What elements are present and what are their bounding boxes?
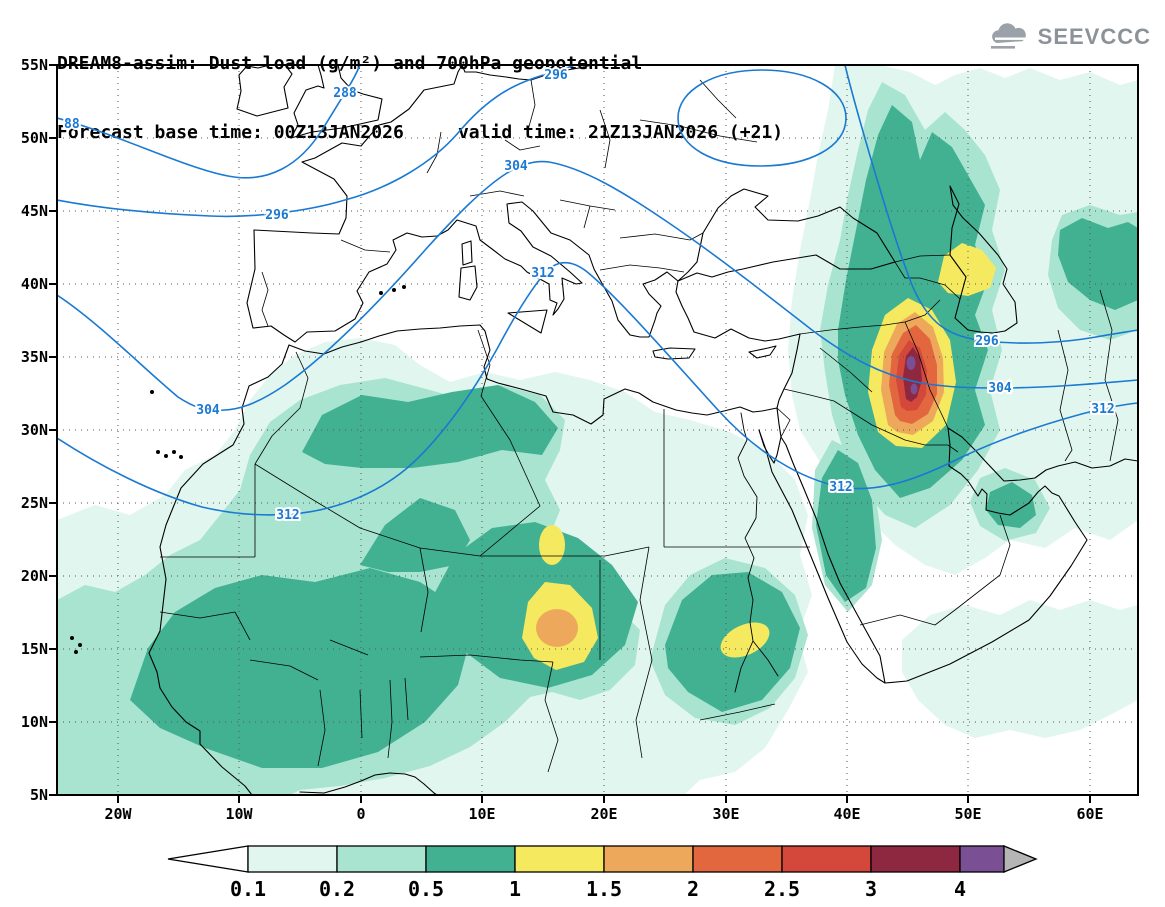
colorbar-segment (336, 845, 427, 873)
contour-label: 296 (265, 208, 289, 223)
lon-tick-label: 50E (954, 805, 981, 823)
lon-tick-label: 20W (104, 805, 132, 823)
contour-label-layer: 88 288 296 296 304 312 304 312 296 304 3… (62, 66, 1117, 525)
lat-tick-label: 20N (21, 567, 48, 585)
lat-tick-label: 15N (21, 640, 48, 658)
contour-304 (57, 160, 1138, 412)
colorbar-under-arrow (167, 845, 249, 873)
lat-tick-label: 30N (21, 421, 48, 439)
coastline-layer (70, 65, 1138, 795)
contour-closed-low (677, 69, 847, 167)
contour-label: 304 (504, 159, 528, 174)
lat-tick-label: 45N (21, 202, 48, 220)
country-borders-africa (159, 329, 810, 773)
colorbar-segment (247, 845, 338, 873)
colorbar-tick-label: 0.1 (230, 877, 266, 901)
lat-tick-label: 25N (21, 494, 48, 512)
contour-label: 312 (531, 266, 554, 281)
contour-label: 312 (276, 508, 299, 523)
contour-296-west (57, 65, 576, 218)
contour-label: 296 (975, 334, 999, 349)
country-borders-europe (261, 79, 758, 327)
colorbar-over-segment (959, 845, 1005, 873)
lon-tick-label: 40E (833, 805, 860, 823)
country-borders-middle-east (776, 254, 1119, 626)
lon-tick-label: 10W (225, 805, 253, 823)
geopotential-contour-layer (57, 65, 1138, 516)
colorbar-segment (692, 845, 783, 873)
dust-fill-layer (57, 65, 1138, 795)
colorbar-tick-label: 4 (954, 877, 966, 901)
colorbar-segment (603, 845, 694, 873)
colorbar-tick-label: 1 (509, 877, 521, 901)
lon-tick-label: 60E (1076, 805, 1103, 823)
contour-label: 304 (988, 381, 1012, 396)
logo-text: SEEVCCC (1037, 24, 1151, 49)
axis-frame (49, 64, 1139, 803)
colorbar-tick-label: 1.5 (586, 877, 622, 901)
colorbar-tick-label: 2.5 (764, 877, 800, 901)
colorbar-segment (781, 845, 872, 873)
colorbar (167, 845, 1038, 873)
contour-label: 312 (1091, 402, 1114, 417)
colorbar-labels: 0.1 0.2 0.5 1 1.5 2 2.5 3 4 (230, 877, 966, 901)
seevccc-logo: SEEVCCC (987, 22, 1151, 52)
contour-label: 304 (196, 403, 220, 418)
colorbar-segment (425, 845, 516, 873)
contour-label: 296 (544, 68, 568, 83)
dust-fill-level-4-plus (906, 356, 918, 395)
lat-tick-label: 5N (30, 786, 48, 804)
contour-288-west (57, 65, 361, 179)
small-islands (70, 285, 406, 654)
grid-layer (57, 65, 1138, 795)
colorbar-tick-label: 0.2 (319, 877, 355, 901)
lon-axis-labels: 20W 10W 0 10E 20E 30E 40E 50E 60E (104, 805, 1103, 823)
contour-label: 288 (333, 86, 357, 101)
colorbar-tick-label: 3 (865, 877, 877, 901)
colorbar-tick-label: 2 (687, 877, 699, 901)
chart-title: DREAM8-assim: Dust load (g/m²) and 700hP… (57, 6, 783, 190)
lon-tick-label: 0 (356, 805, 365, 823)
chart-title-line2: Forecast base time: 00Z13JAN2026 valid t… (57, 122, 784, 143)
lat-axis-labels: 55N 50N 45N 40N 35N 30N 25N 20N 15N 10N … (21, 56, 48, 804)
chart-title-line1: DREAM8-assim: Dust load (g/m²) and 700hP… (57, 53, 643, 74)
lat-tick-label: 40N (21, 275, 48, 293)
lat-tick-label: 55N (21, 56, 48, 74)
colorbar-tick-label: 0.5 (408, 877, 444, 901)
lon-tick-label: 10E (468, 805, 495, 823)
lon-tick-label: 20E (590, 805, 617, 823)
contour-296-east (844, 65, 1138, 344)
colorbar-segment (870, 845, 961, 873)
lat-tick-label: 10N (21, 713, 48, 731)
axis-ticks (49, 64, 1091, 803)
contour-label: 312 (829, 480, 852, 495)
dust-fill-level-0.5 (130, 105, 1138, 768)
lon-tick-label: 30E (712, 805, 739, 823)
lat-tick-label: 50N (21, 129, 48, 147)
colorbar-segment (514, 845, 605, 873)
colorbar-overflow-arrow (1003, 845, 1038, 873)
contour-label: 88 (64, 117, 80, 132)
contour-312 (57, 261, 1138, 516)
lat-tick-label: 35N (21, 348, 48, 366)
cloud-logo-icon (990, 23, 1026, 49)
